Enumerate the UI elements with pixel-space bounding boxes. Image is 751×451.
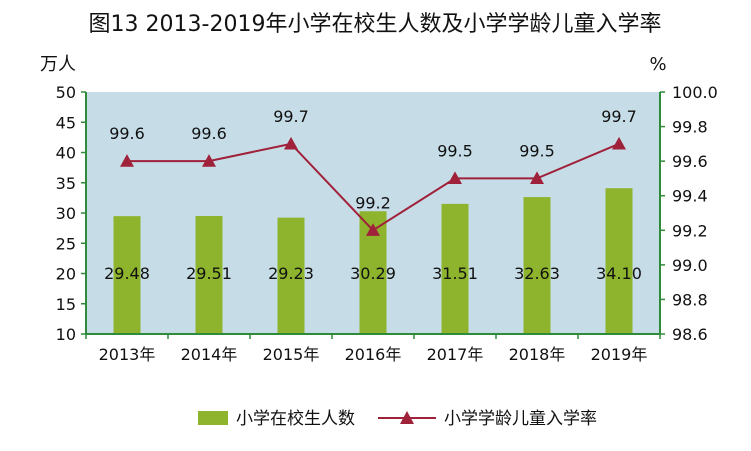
bar-data-label: 34.10 xyxy=(596,264,642,283)
left-axis-tick-label: 25 xyxy=(56,234,76,253)
bar xyxy=(441,203,469,334)
left-axis-tick-label: 15 xyxy=(56,295,76,314)
bar xyxy=(195,215,223,334)
line-data-label: 99.5 xyxy=(519,141,555,160)
x-axis-tick-label: 2017年 xyxy=(427,345,484,364)
left-axis-tick-label: 45 xyxy=(56,113,76,132)
x-axis-tick-label: 2016年 xyxy=(345,345,402,364)
legend-line-label: 小学学龄儿童入学率 xyxy=(444,409,597,429)
plot-area: 10 15 20 25 30 35 40 45 50 98.6 98.8 99.0 99.2 99.4 99… xyxy=(56,83,718,364)
line-data-label: 99.6 xyxy=(109,124,145,143)
left-axis-tick-label: 35 xyxy=(56,174,76,193)
left-axis-tick-label: 10 xyxy=(56,325,76,344)
x-axis-tick-label: 2019年 xyxy=(591,345,648,364)
right-axis-unit: % xyxy=(649,54,666,75)
bar-data-label: 30.29 xyxy=(350,264,396,283)
x-axis-tick-label: 2018年 xyxy=(509,345,566,364)
left-axis-unit: 万人 xyxy=(40,54,76,75)
right-axis-tick-label: 100.0 xyxy=(672,83,718,102)
left-axis-tick-label: 50 xyxy=(56,83,76,102)
right-axis-tick-label: 99.2 xyxy=(672,221,708,240)
line-point-marker xyxy=(120,154,134,167)
right-axis-tick-label: 99.8 xyxy=(672,118,708,137)
line-data-label: 99.2 xyxy=(355,193,391,212)
legend: 小学在校生人数 小学学龄儿童入学率 xyxy=(198,409,597,429)
bar xyxy=(523,197,551,334)
bar-data-label: 29.51 xyxy=(186,264,232,283)
line-data-label: 99.7 xyxy=(273,107,309,126)
line-point-marker xyxy=(284,136,298,150)
line-data-label: 99.7 xyxy=(601,107,637,126)
right-axis-tick-label: 98.6 xyxy=(672,325,708,344)
line-point-marker xyxy=(530,171,544,185)
left-axis-tick-label: 20 xyxy=(56,265,76,284)
right-axis-tick-label: 99.6 xyxy=(672,152,708,171)
line-point-marker xyxy=(202,154,216,167)
line-data-label: 99.5 xyxy=(437,141,473,160)
bar-data-label: 32.63 xyxy=(514,264,560,283)
right-axis-tick-label: 99.0 xyxy=(672,256,708,275)
legend-bar-swatch xyxy=(198,411,228,425)
line-data-label: 99.6 xyxy=(191,124,227,143)
legend-bar-label: 小学在校生人数 xyxy=(236,409,355,429)
left-axis-tick-label: 30 xyxy=(56,204,76,223)
line-point-marker xyxy=(612,136,626,150)
x-axis-tick-label: 2013年 xyxy=(99,345,156,364)
line-point-marker xyxy=(366,223,380,236)
right-axis-tick-label: 98.8 xyxy=(672,290,708,309)
chart-title: 图13 2013-2019年小学在校生人数及小学学龄儿童入学率 xyxy=(89,12,662,37)
right-axis-tick-label: 99.4 xyxy=(672,187,708,206)
x-axis-tick-label: 2015年 xyxy=(263,345,320,364)
left-axis-tick-label: 40 xyxy=(56,144,76,163)
legend-line-marker xyxy=(400,411,414,424)
bar-data-label: 31.51 xyxy=(432,264,478,283)
line-point-marker xyxy=(448,171,462,185)
bar xyxy=(277,217,305,334)
x-axis-tick-label: 2014年 xyxy=(181,345,238,364)
bar-data-label: 29.23 xyxy=(268,264,314,283)
bar xyxy=(605,188,633,334)
bar-data-label: 29.48 xyxy=(104,264,150,283)
bar xyxy=(113,216,141,334)
